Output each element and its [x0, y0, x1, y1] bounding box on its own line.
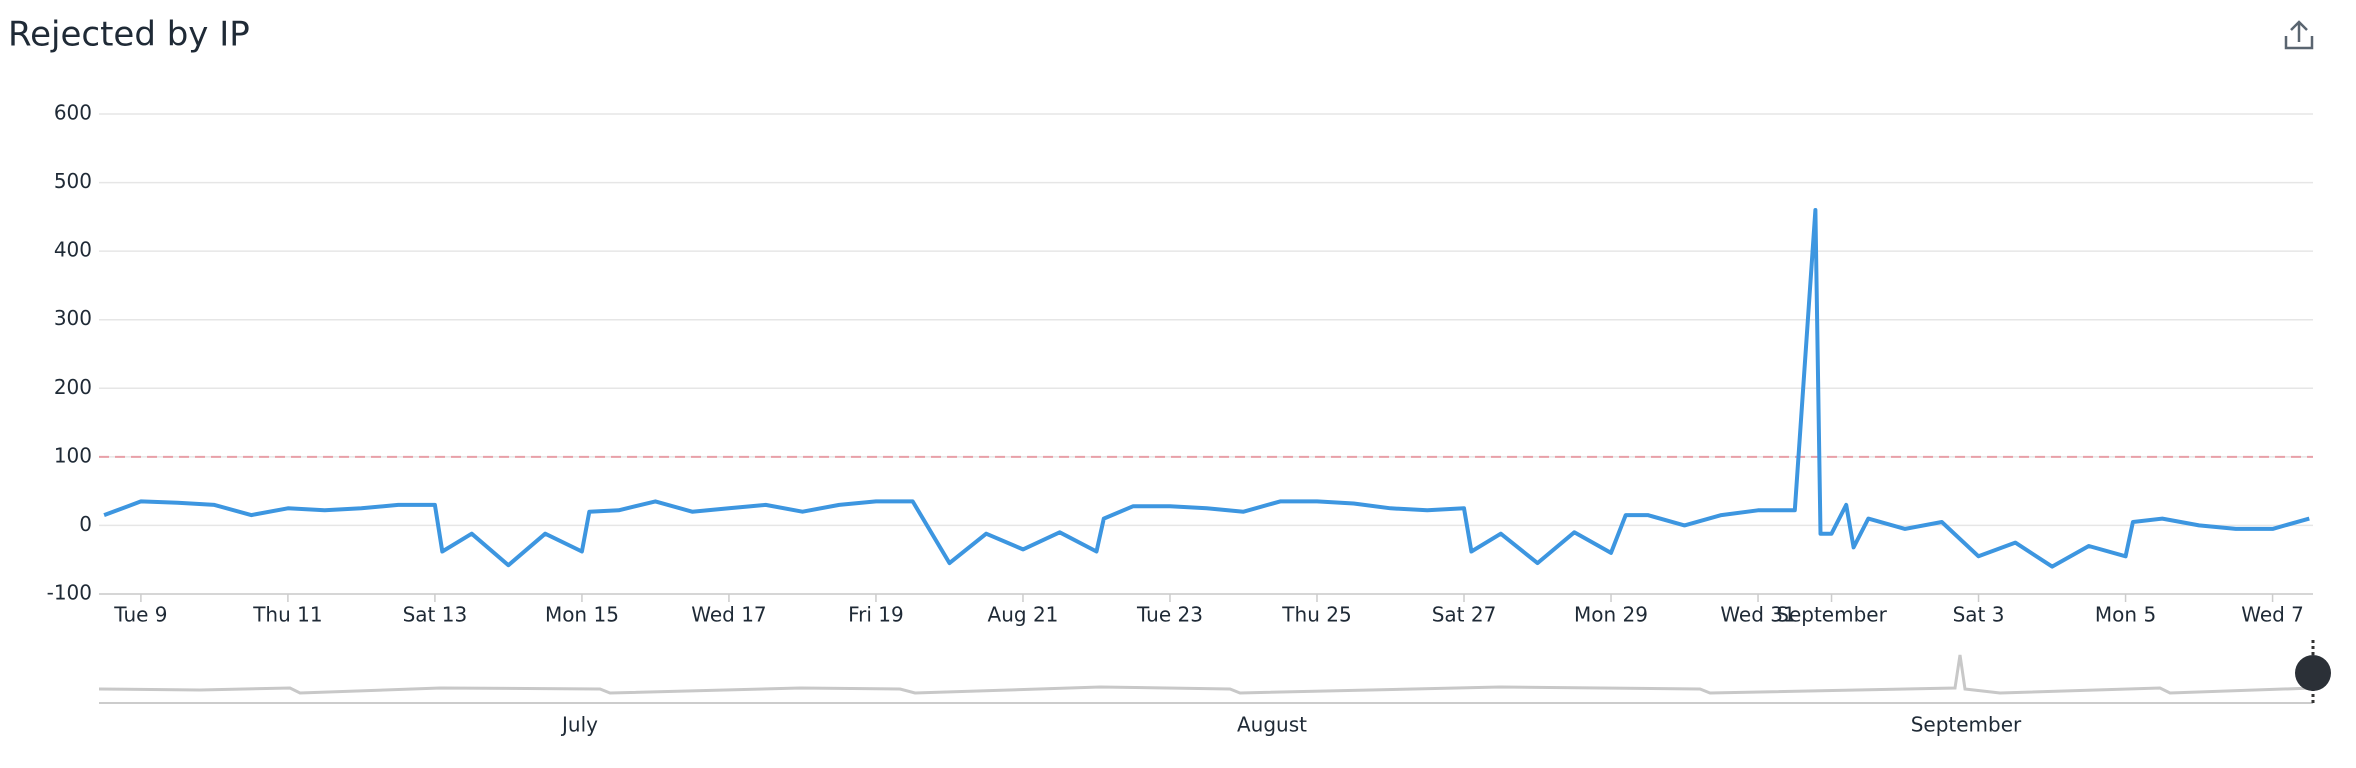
x-tick-label: Wed 31 [1720, 603, 1795, 627]
navigator-label: July [560, 713, 598, 737]
y-tick-label: 600 [54, 101, 92, 125]
x-tick-label: Sat 13 [403, 603, 468, 627]
x-tick-label: Aug 21 [988, 603, 1059, 627]
navigator-handle[interactable] [2295, 655, 2331, 691]
x-tick-label: Thu 11 [252, 603, 322, 627]
x-tick-label: Mon 15 [545, 603, 619, 627]
y-tick-label: 300 [54, 306, 92, 330]
x-tick-label: Mon 29 [1574, 603, 1648, 627]
series-line [103, 208, 2310, 569]
x-tick-label: Sat 3 [1953, 603, 2005, 627]
x-tick-label: September [1776, 603, 1887, 627]
y-tick-label: 200 [54, 375, 92, 399]
x-tick-label: Wed 7 [2241, 603, 2304, 627]
export-icon-arrow [2290, 20, 2308, 42]
export-icon-tray [2284, 36, 2314, 50]
navigator-label: September [1911, 713, 2022, 737]
navigator-label: August [1237, 713, 1307, 737]
y-tick-label: -100 [47, 581, 92, 605]
x-tick-label: Wed 17 [691, 603, 766, 627]
x-tick-label: Fri 19 [848, 603, 904, 627]
x-tick-label: Tue 23 [1136, 603, 1203, 627]
x-tick-label: Thu 25 [1281, 603, 1351, 627]
navigator[interactable]: July August September [98, 640, 2331, 737]
export-button[interactable] [2284, 20, 2314, 50]
y-tick-label: 100 [54, 443, 92, 467]
x-tick-label: Tue 9 [113, 603, 167, 627]
y-tick-label: 0 [79, 512, 92, 536]
navigator-line [98, 654, 2314, 695]
y-tick-label: 500 [54, 169, 92, 193]
x-tick-label: Mon 5 [2095, 603, 2156, 627]
plot-area: -100 0 100 200 300 400 500 600 Tue 9 Thu 11 Sat 13… [47, 101, 2313, 627]
chart-title: Rejected by IP [8, 15, 250, 55]
y-tick-label: 400 [54, 238, 92, 262]
x-tick-label: Sat 27 [1432, 603, 1497, 627]
